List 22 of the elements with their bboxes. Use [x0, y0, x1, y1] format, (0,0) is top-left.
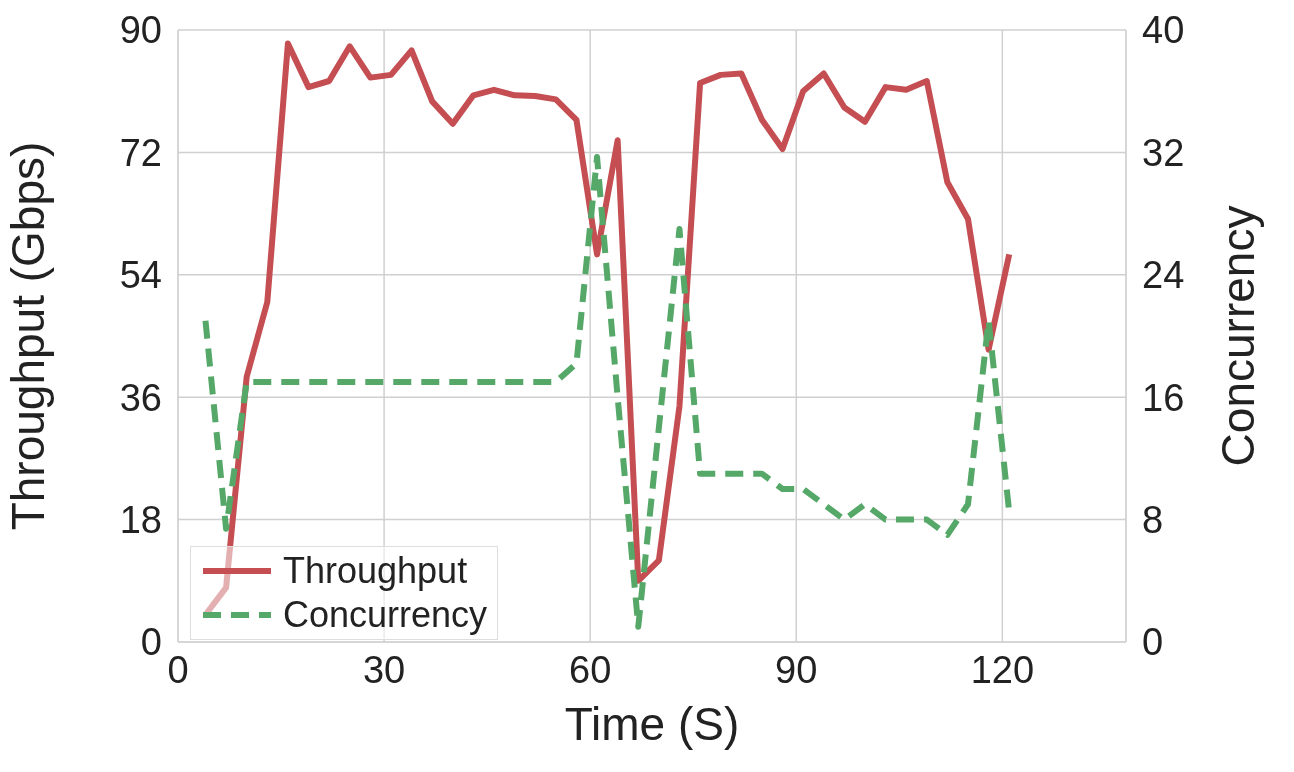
x-tick-label: 30 [362, 648, 406, 691]
x-tick-label: 60 [569, 648, 612, 691]
y-tick-label: 72 [119, 131, 162, 174]
x-tick-label: 120 [970, 648, 1035, 691]
x-tick-label: 90 [775, 648, 818, 691]
x-axis-title: Time (S) [564, 698, 740, 750]
legend-label: Concurrency [283, 594, 488, 636]
y2-tick-label: 16 [1142, 376, 1185, 419]
y2-tick-label: 8 [1142, 499, 1164, 542]
legend-label: Throughput [283, 550, 468, 592]
y-tick-label: 36 [119, 376, 162, 419]
y-tick-label: 18 [119, 499, 162, 542]
y2-tick-label: 32 [1142, 131, 1185, 174]
y2-axis-title: Concurrency [1212, 205, 1265, 467]
y-tick-label: 90 [119, 9, 162, 52]
y2-tick-label: 24 [1142, 254, 1185, 297]
y-axis-title: Throughput (Gbps) [2, 141, 55, 531]
y2-tick-label: 0 [1142, 621, 1164, 664]
y-tick-label: 0 [140, 621, 162, 664]
x-tick-label: 0 [167, 648, 189, 691]
y2-tick-label: 40 [1142, 9, 1185, 52]
y-tick-label: 54 [119, 254, 162, 297]
